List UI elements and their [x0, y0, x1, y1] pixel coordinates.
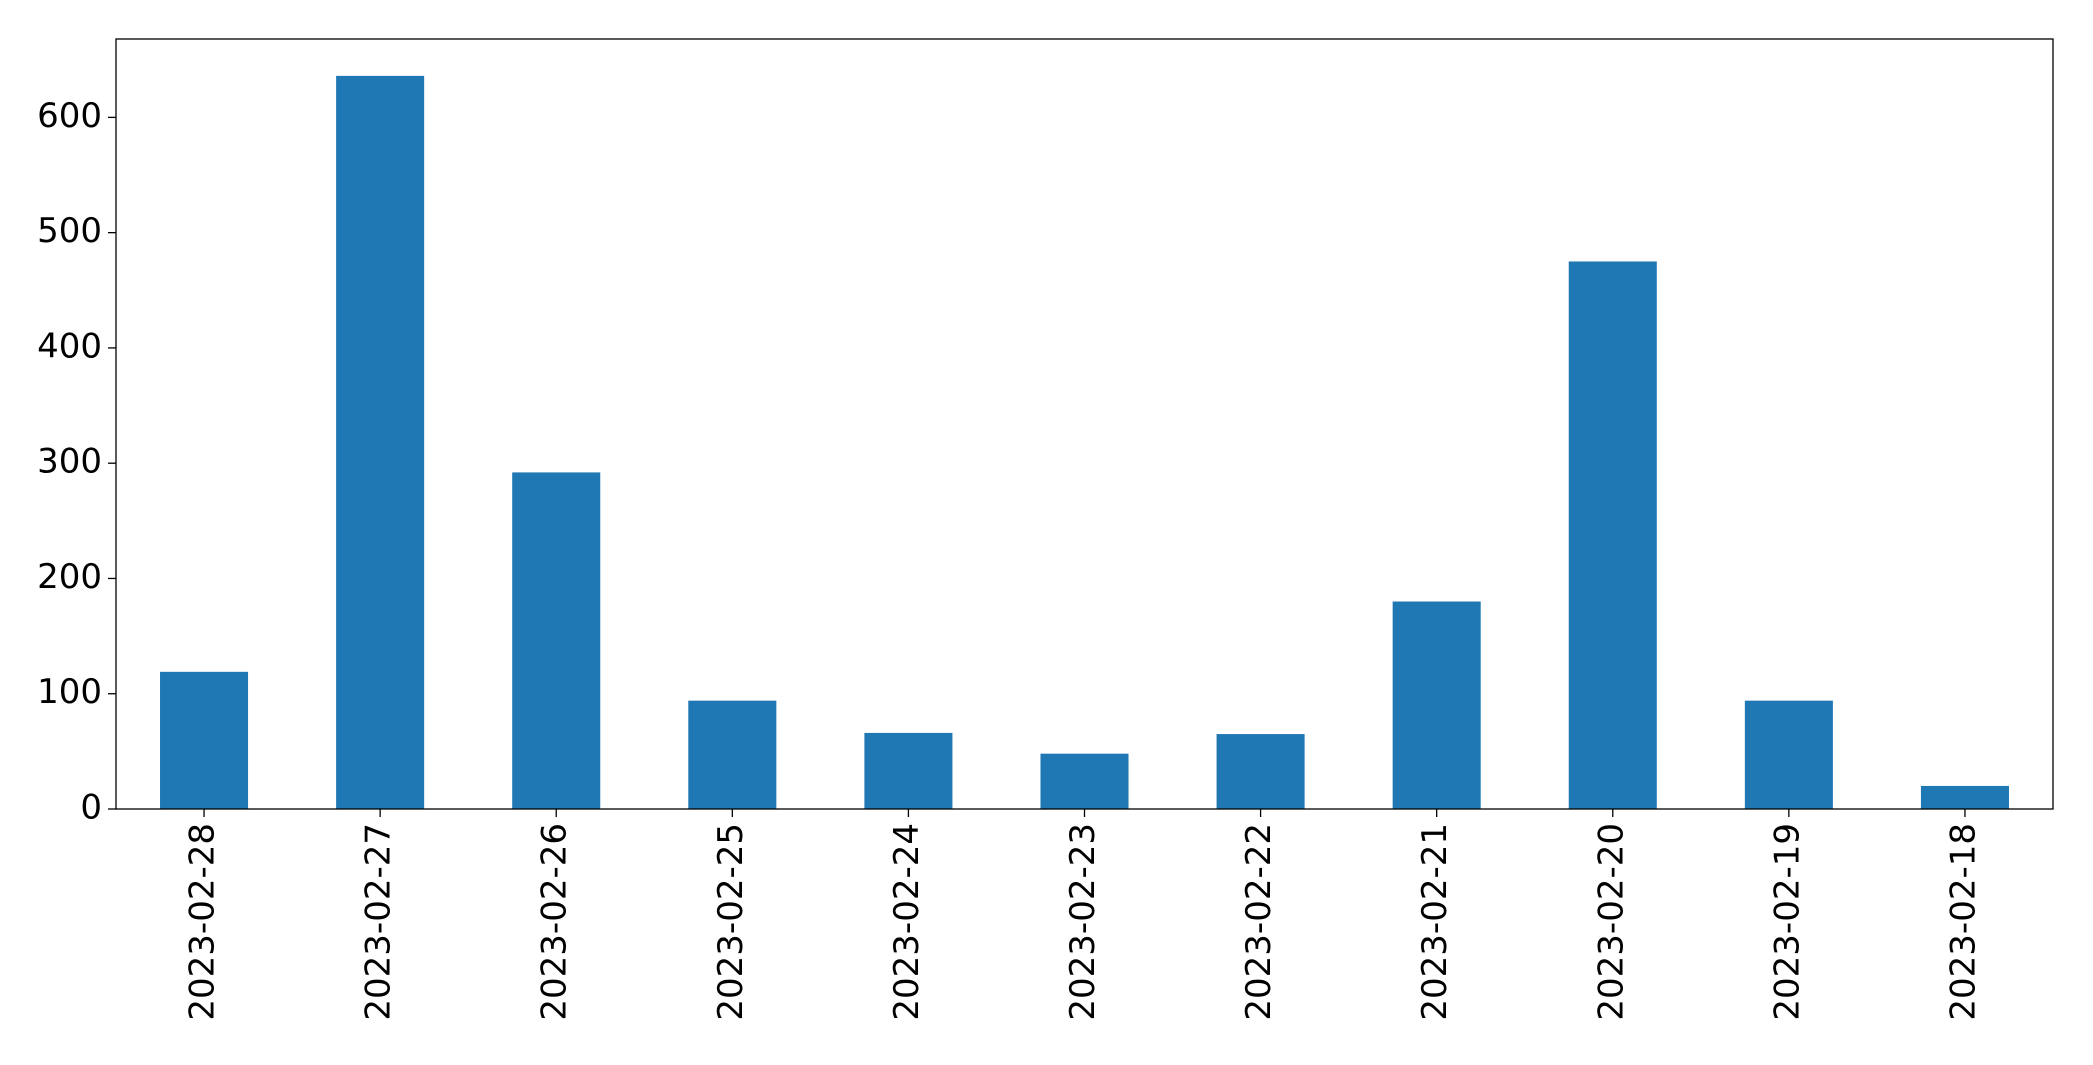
bar — [1216, 734, 1305, 809]
x-tick-label: 2023-02-28 — [183, 823, 223, 1021]
y-tick-label: 100 — [37, 672, 102, 712]
x-tick-label: 2023-02-26 — [535, 823, 575, 1021]
bar — [512, 472, 601, 809]
bar — [1040, 753, 1129, 809]
bar — [336, 75, 425, 809]
y-tick-label: 500 — [37, 211, 102, 251]
bar — [1920, 785, 2009, 809]
bar — [688, 700, 777, 809]
x-tick-label: 2023-02-24 — [887, 823, 927, 1021]
x-tick-label: 2023-02-20 — [1591, 823, 1631, 1021]
y-tick-label: 200 — [37, 557, 102, 597]
x-tick-label: 2023-02-22 — [1239, 823, 1279, 1021]
y-tick-label: 300 — [37, 442, 102, 482]
bar — [1744, 700, 1833, 809]
y-tick-label: 400 — [37, 326, 102, 366]
bar — [1568, 261, 1657, 809]
x-tick-label: 2023-02-23 — [1063, 823, 1103, 1021]
x-tick-label: 2023-02-18 — [1943, 823, 1983, 1021]
bar — [160, 671, 249, 809]
bar — [864, 732, 953, 809]
plot-frame — [115, 38, 2054, 810]
y-tick-label: 0 — [80, 788, 102, 828]
x-tick-label: 2023-02-25 — [711, 823, 751, 1021]
y-tick-label: 600 — [37, 96, 102, 136]
x-tick-label: 2023-02-27 — [359, 823, 399, 1021]
x-tick-label: 2023-02-21 — [1415, 823, 1455, 1021]
x-tick-label: 2023-02-19 — [1767, 823, 1807, 1021]
bar — [1392, 601, 1481, 809]
